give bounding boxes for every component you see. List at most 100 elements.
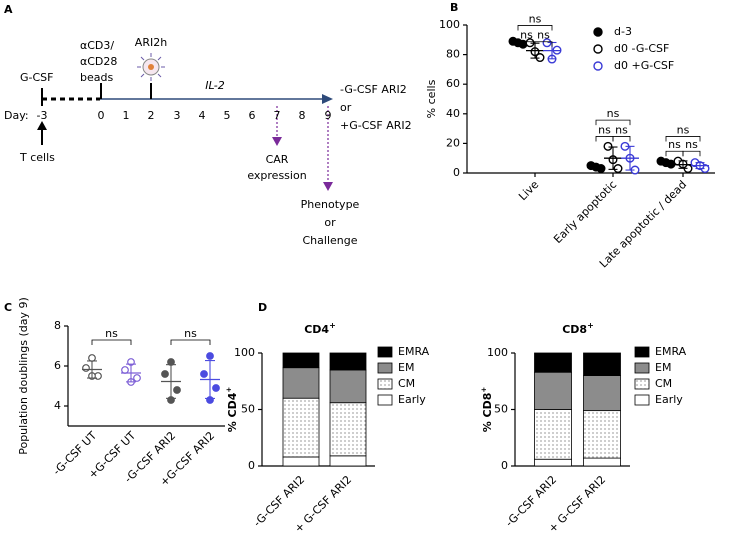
y-axis-label-text: % cells xyxy=(425,79,438,118)
beads-label: beads xyxy=(80,71,113,84)
ari2h-label: ARI2h xyxy=(135,36,167,49)
significance-label: ns xyxy=(537,29,550,42)
il2-label: IL-2 xyxy=(205,79,225,92)
legend-label: Early xyxy=(655,393,683,406)
significance-bracket xyxy=(665,150,684,157)
panel-label: B xyxy=(450,1,458,14)
day-tick-label: 6 xyxy=(249,109,256,122)
y-tick-label: 0 xyxy=(501,459,508,472)
significance-label: ns xyxy=(598,123,611,136)
legend-swatch xyxy=(634,394,650,406)
significance-label: ns xyxy=(105,327,118,340)
significance-label: ns xyxy=(529,12,542,25)
legend-label: CM xyxy=(398,377,415,390)
y-tick-label: 8 xyxy=(54,319,61,332)
outcome-label: -G-CSF ARI2 xyxy=(340,83,407,96)
y-tick-label: 50 xyxy=(241,403,255,416)
legend-label: d0 +G-CSF xyxy=(614,59,674,72)
legend-swatch xyxy=(377,378,393,390)
car-label: CAR xyxy=(266,153,289,166)
diagram-text: G-CSF αCD3/αCD28 beads ARI2h IL-2 Day: -3 0 1 2 3 4… xyxy=(4,36,412,247)
y-axis-label: % CD4+ xyxy=(225,387,239,433)
chart: 0 20 40 60 80 100 % cells d-3 d0 -G-CSF d0 +G-CSF… xyxy=(425,12,715,270)
bar-segment xyxy=(583,352,621,377)
legend-swatch xyxy=(634,346,650,358)
significance-bracket xyxy=(595,136,614,142)
y-axis-label: % cells xyxy=(425,79,438,118)
legend-label: d-3 xyxy=(614,25,632,38)
significance-label: ns xyxy=(520,29,533,42)
y-tick-label: 50 xyxy=(494,403,508,416)
significance-bracket xyxy=(682,150,701,157)
significance-label: ns xyxy=(615,123,628,136)
beads-label: αCD3/ xyxy=(80,39,114,52)
data-point xyxy=(212,384,220,392)
significance-label: ns xyxy=(677,123,690,136)
bar-segment xyxy=(329,402,367,457)
bar-segment xyxy=(534,352,572,373)
legend-marker xyxy=(593,44,603,54)
bar-segment xyxy=(329,352,367,371)
y-tick-label: 100 xyxy=(439,18,460,31)
legend-label: EMRA xyxy=(655,345,687,358)
title-superscript: + xyxy=(587,321,594,330)
bar-segment xyxy=(534,371,572,410)
legend-label: d0 -G-CSF xyxy=(614,42,669,55)
significance-bracket xyxy=(534,41,553,47)
day-tick-label: 9 xyxy=(325,109,332,122)
chart-title: CD8+ xyxy=(562,321,594,337)
x-tick-label: Early apoptotic xyxy=(551,178,619,246)
bar-segment xyxy=(282,397,320,458)
bar-segment xyxy=(583,410,621,459)
legend-label: EMRA xyxy=(398,345,430,358)
phenotype-label: or xyxy=(324,216,336,229)
y-axis-label-text: % CD4 xyxy=(226,392,239,432)
day-tick-label: 8 xyxy=(299,109,306,122)
data-point xyxy=(161,370,169,378)
chart-title: CD4+ xyxy=(304,321,336,337)
legend-swatch xyxy=(634,362,650,374)
data-point xyxy=(133,374,141,382)
y-axis-label-text: % CD8 xyxy=(481,393,494,433)
bar-segment xyxy=(282,352,320,369)
y-axis-label-superscript: + xyxy=(480,387,488,393)
day-tick-label: 0 xyxy=(98,109,105,122)
panel-label: A xyxy=(4,3,13,16)
bar-segment xyxy=(583,457,621,467)
significance-bracket xyxy=(91,339,132,345)
legend-marker xyxy=(593,61,603,71)
significance-label: ns xyxy=(668,138,681,151)
arrow-head xyxy=(323,182,333,191)
bar-segment xyxy=(534,458,572,467)
y-axis-label: % CD8+ xyxy=(480,387,494,433)
virus-icon xyxy=(137,53,165,81)
y-axis-label-text: Population doublings (day 9) xyxy=(17,297,30,455)
panel-label: C xyxy=(4,301,12,314)
legend-label: EM xyxy=(398,361,414,374)
legend-swatch xyxy=(634,378,650,390)
car-label: expression xyxy=(247,169,306,182)
x-tick-label: Live xyxy=(516,178,541,203)
legend-swatch xyxy=(377,394,393,406)
significance-bracket xyxy=(612,136,631,142)
y-tick-label: 20 xyxy=(446,136,460,149)
significance-bracket xyxy=(595,119,631,126)
day-tick-label: 3 xyxy=(174,109,181,122)
cells-label: T cells xyxy=(19,151,55,164)
bar-segment xyxy=(534,409,572,460)
y-tick-label: 80 xyxy=(446,48,460,61)
legend-label: EM xyxy=(655,361,671,374)
y-axis-label: Population doublings (day 9) xyxy=(17,297,30,455)
arrow-head xyxy=(37,121,47,130)
significance-bracket xyxy=(170,339,211,345)
bar-segment xyxy=(329,455,367,467)
phenotype-label: Phenotype xyxy=(301,198,360,211)
significance-bracket xyxy=(665,136,701,142)
legend-label: Early xyxy=(398,393,426,406)
data-point xyxy=(88,354,96,362)
legend-swatch xyxy=(377,362,393,374)
bar-segment xyxy=(282,367,320,399)
